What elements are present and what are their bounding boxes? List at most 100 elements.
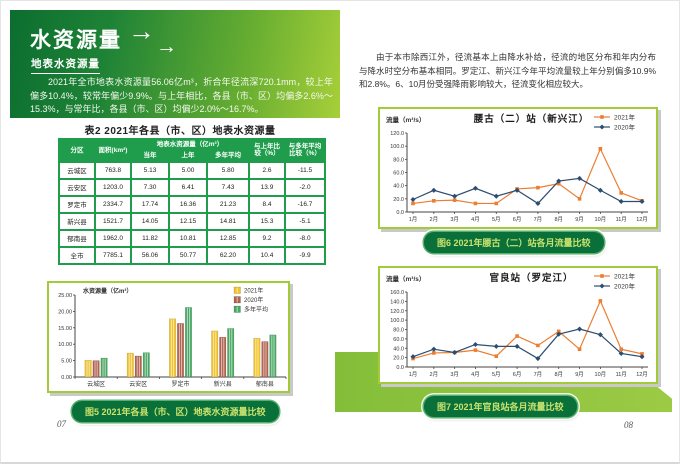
figure7-line-chart-box: 流量（m³/s） 官良站（罗定江） 0.0 20.0 40.0 60.0 80.0 100.0… [378,266,658,384]
left-page-banner: 水资源量 → → 地表水资源量 2021年全市地表水资源量56.06亿m³，折合… [10,10,340,118]
table-row: 罗定市 2334.7 17.74 16.36 21.23 8.4 -16.7 [60,196,324,212]
table-cell: 8.4 [250,196,284,212]
table-cell: -5.1 [286,213,324,229]
svg-text:5.00: 5.00 [61,359,72,365]
col-header-region: 分区 [70,146,84,154]
table-cell: 5.80 [208,162,248,178]
svg-text:罗定市: 罗定市 [171,380,189,388]
svg-text:20.0: 20.0 [393,356,404,362]
table-cell: 62.20 [208,247,248,263]
svg-text:40.0: 40.0 [393,184,404,190]
svg-text:腰古（二）站（新兴江）: 腰古（二）站（新兴江） [473,113,590,125]
table-row: 云城区 763.8 5.13 5.00 5.80 2.6 -11.5 [60,162,324,178]
arrow-right-icon: → [156,35,177,58]
section-subtitle: 地表水资源量 [31,56,100,74]
svg-text:8月: 8月 [554,216,563,223]
page-number-right: 08 [624,420,633,430]
bar-chart-water-resources: 水资源量（亿m³） 0.00 5.00 10.00 15.00 20.00 25.00 云城区… [58,287,287,388]
table-cell: 罗定市 [60,196,94,212]
table-cell: 13.9 [250,179,284,195]
svg-text:0.0: 0.0 [396,210,404,216]
svg-text:120.0: 120.0 [390,131,404,137]
table-title: 表2 2021年各县（市、区）地表水资源量 [84,126,276,137]
svg-text:60.0: 60.0 [393,337,404,343]
svg-text:0.00: 0.00 [61,375,72,381]
svg-text:2021年: 2021年 [614,272,635,281]
table-cell: 14.05 [132,213,168,229]
table-cell: 新兴县 [60,213,94,229]
col-header-vs-avg: 与多年平均比较（%） [288,143,322,158]
svg-text:0.0: 0.0 [396,365,404,371]
table-body: 云城区 763.8 5.13 5.00 5.80 2.6 -11.5 云安区 1203.0 7.3… [60,162,324,263]
svg-text:12月: 12月 [636,371,648,378]
svg-text:5月: 5月 [492,371,501,378]
figure7-caption: 图7 2021年官良站各月流量比较 [424,396,577,417]
arrow-right-icon: → [128,16,155,46]
svg-text:郁南县: 郁南县 [256,380,274,388]
svg-text:1月: 1月 [409,371,418,378]
col-header-area: 面积(km²) [98,146,128,154]
svg-text:9月: 9月 [575,371,584,378]
figure5-caption: 图5 2021年各县（市、区）地表水资源量比较 [72,401,279,422]
intro-paragraph: 2021年全市地表水资源量56.06亿m³，折合年径流深720.1mm，较上年偏… [30,77,333,114]
figure6-line-chart-box: 流量（m³/s） 腰古（二）站（新兴江） 0.0 20.0 40.0 60.0 80.0 10… [378,107,658,229]
svg-text:20.0: 20.0 [393,197,404,203]
svg-text:云城区: 云城区 [87,381,105,388]
col-header-average: 多年平均 [215,152,241,160]
table-cell: 11.82 [132,230,168,246]
svg-text:2021年: 2021年 [244,287,263,295]
table-cell: 21.23 [208,196,248,212]
svg-text:3月: 3月 [450,216,459,223]
svg-text:80.0: 80.0 [393,328,404,334]
table-cell: 50.77 [170,247,206,263]
svg-text:2020年: 2020年 [614,123,635,132]
table-cell: 7.30 [132,179,168,195]
table-row: 云安区 1203.0 7.30 6.41 7.43 13.9 -2.0 [60,179,324,195]
svg-text:3月: 3月 [450,371,459,378]
table-cell: 10.4 [250,247,284,263]
svg-text:160.0: 160.0 [390,290,404,296]
svg-text:40.0: 40.0 [393,346,404,352]
table-cell: 1203.0 [96,179,130,195]
svg-text:2021年: 2021年 [614,113,635,122]
table-row: 全市 7785.1 56.06 50.77 62.20 10.4 -9.9 [60,247,324,263]
table-header: 分区 面积(km²) 地表水资源量（亿m³） 与上年比较（%） 与多年平均比较（… [60,140,324,161]
svg-text:10月: 10月 [595,371,607,378]
svg-text:80.0: 80.0 [393,157,404,163]
table-cell: 17.74 [132,196,168,212]
svg-text:10.00: 10.00 [58,342,72,348]
table-cell: 12.15 [170,213,206,229]
page-title: 水资源量 [30,29,122,52]
table-cell: 15.3 [250,213,284,229]
table-cell: 7785.1 [96,247,130,263]
svg-text:5月: 5月 [492,216,501,223]
svg-text:9月: 9月 [575,216,584,223]
svg-text:25.00: 25.00 [58,293,72,299]
svg-text:6月: 6月 [513,216,522,223]
table-cell: -9.9 [286,247,324,263]
svg-text:云安区: 云安区 [129,380,147,388]
line-chart-guanliang-station: 流量（m³/s） 官良站（罗定江） 0.0 20.0 40.0 60.0 80.0 100.0… [386,272,648,378]
svg-text:10月: 10月 [595,216,607,223]
table-cell: -2.0 [286,179,324,195]
runoff-paragraph: 由于本市除西江外，径流基本上由降水补给，径流的地区分布和年内分布与降水时空分布基… [359,52,656,90]
svg-text:60.0: 60.0 [393,171,404,177]
water-resources-table: 分区 面积(km²) 地表水资源量（亿m³） 与上年比较（%） 与多年平均比较（… [58,138,326,265]
svg-text:11月: 11月 [616,216,627,223]
table-cell: 云安区 [60,179,94,195]
svg-text:新兴县: 新兴县 [214,380,232,388]
svg-text:2月: 2月 [430,216,439,223]
table-row: 新兴县 1521.7 14.05 12.15 14.81 15.3 -5.1 [60,213,324,229]
figure6-caption: 图6 2021年腰古（二）站各月流量比较 [424,232,604,253]
table-cell: 14.81 [208,213,248,229]
svg-text:官良站（罗定江）: 官良站（罗定江） [489,272,573,284]
table-cell: -16.7 [286,196,324,212]
line-chart-yaogu-station: 流量（m³/s） 腰古（二）站（新兴江） 0.0 20.0 40.0 60.0 80.0 10… [386,113,648,223]
col-header-previous: 上年 [181,152,195,160]
col-header-group: 地表水资源量（亿m³） [156,141,224,148]
table-cell: 2.6 [250,162,284,178]
svg-text:2月: 2月 [430,371,439,378]
svg-text:15.00: 15.00 [58,326,72,332]
svg-text:8月: 8月 [554,371,563,378]
table-cell: 郁南县 [60,230,94,246]
